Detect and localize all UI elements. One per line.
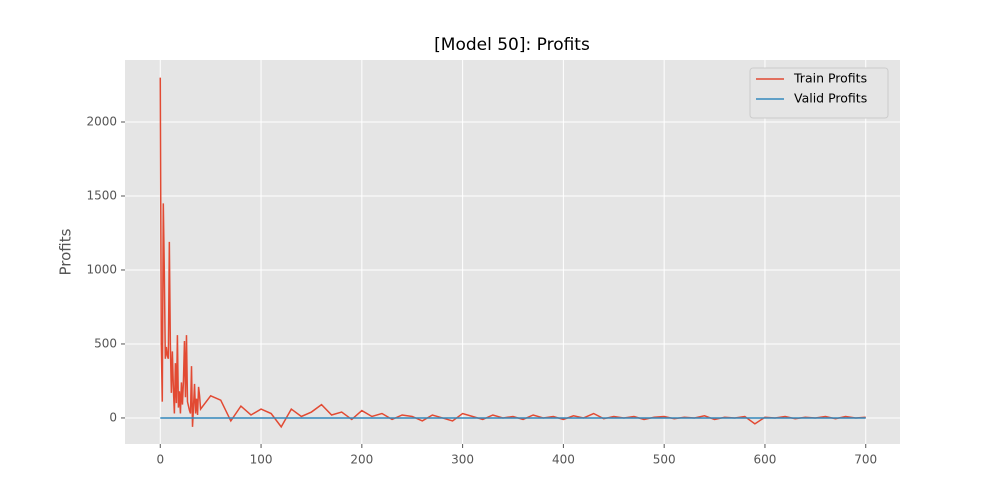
y-tick-label: 1500 xyxy=(86,188,117,202)
y-tick-label: 0 xyxy=(109,410,117,424)
legend-label: Valid Profits xyxy=(794,91,867,106)
legend-label: Train Profits xyxy=(793,71,867,86)
x-tick-label: 700 xyxy=(854,453,877,467)
x-tick-label: 0 xyxy=(156,453,164,467)
plot-area xyxy=(125,60,900,444)
legend-box xyxy=(749,67,889,119)
grid: 0 500 1000 1500 2000 0 100 200 300 400 500 600 700 xyxy=(86,60,900,467)
x-tick-label: 600 xyxy=(754,453,777,467)
x-tick-label: 200 xyxy=(350,453,373,467)
x-tick-label: 100 xyxy=(250,453,273,467)
lines xyxy=(159,77,866,429)
legend: Train Profits Valid Profits xyxy=(749,67,889,119)
y-tick-label: 500 xyxy=(94,336,117,350)
y-tick-label: 2000 xyxy=(86,115,117,129)
x-tick-label: 300 xyxy=(451,453,474,467)
x-tick-label: 400 xyxy=(552,453,575,467)
y-tick-label: 1000 xyxy=(86,262,117,276)
x-tick-label: 500 xyxy=(653,453,676,467)
y-axis-label: Profits xyxy=(57,228,75,275)
chart-title: [Model 50]: Profits xyxy=(434,35,590,55)
